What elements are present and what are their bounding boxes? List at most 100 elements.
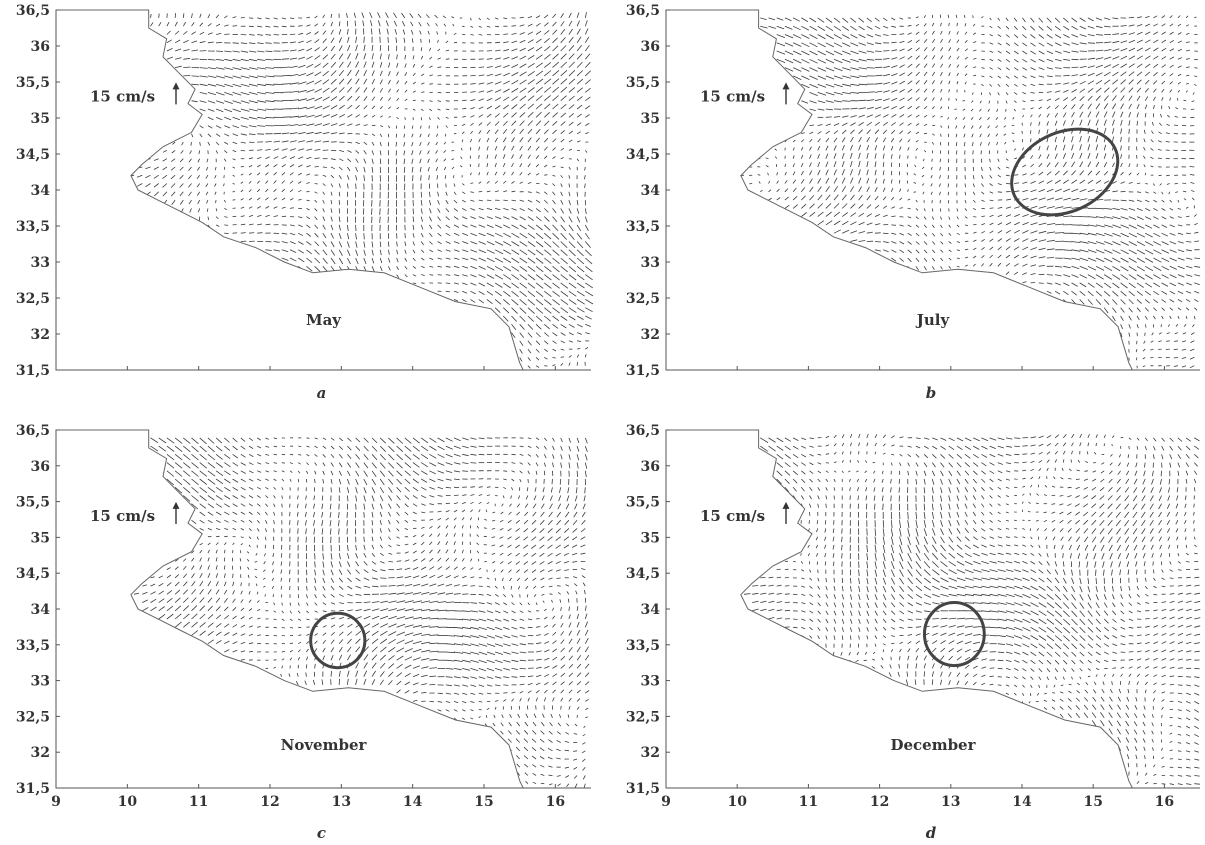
flow-arrow bbox=[248, 165, 253, 168]
flow-arrow bbox=[841, 152, 845, 159]
flow-arrow bbox=[1022, 67, 1028, 71]
flow-arrow bbox=[568, 257, 576, 265]
flow-arrow bbox=[1120, 40, 1128, 44]
flow-arrow bbox=[174, 621, 182, 628]
flow-arrow bbox=[404, 495, 410, 500]
flow-arrow bbox=[445, 486, 452, 489]
flow-arrow bbox=[972, 199, 976, 203]
flow-arrow bbox=[1186, 249, 1192, 252]
flow-arrow bbox=[1013, 75, 1019, 79]
flow-arrow bbox=[511, 224, 519, 230]
flow-arrow bbox=[420, 470, 428, 475]
flow-arrow bbox=[989, 222, 994, 226]
flow-arrow bbox=[248, 116, 258, 120]
flow-arrow bbox=[866, 144, 870, 151]
flow-arrow bbox=[1030, 205, 1038, 209]
flow-arrow bbox=[931, 208, 934, 212]
flow-arrow bbox=[1079, 170, 1085, 176]
flow-arrow bbox=[462, 659, 471, 663]
flow-arrow bbox=[363, 437, 369, 443]
flow-arrow bbox=[915, 55, 920, 60]
flow-arrow bbox=[833, 83, 843, 88]
flow-arrow bbox=[850, 115, 857, 118]
flow-arrow bbox=[429, 462, 437, 467]
flow-arrow bbox=[462, 445, 469, 449]
flow-arrow bbox=[170, 166, 176, 171]
flow-arrow bbox=[584, 232, 590, 240]
flow-arrow bbox=[1030, 75, 1036, 79]
flow-arrow bbox=[1063, 25, 1070, 31]
flow-arrow bbox=[923, 63, 928, 68]
flow-arrow bbox=[402, 29, 406, 35]
flow-arrow bbox=[550, 713, 553, 718]
flow-arrow bbox=[1063, 89, 1069, 93]
flow-arrow bbox=[305, 528, 307, 535]
flow-arrow bbox=[964, 208, 968, 212]
flow-arrow bbox=[1038, 75, 1045, 78]
flow-arrow bbox=[495, 57, 501, 60]
month-title: July bbox=[915, 311, 951, 329]
flow-arrow bbox=[453, 453, 461, 457]
flow-arrow bbox=[1022, 164, 1027, 168]
flow-arrow bbox=[470, 602, 478, 604]
flow-arrow bbox=[421, 91, 425, 93]
flow-arrow bbox=[338, 631, 344, 636]
flow-arrow bbox=[519, 683, 525, 686]
flow-arrow bbox=[314, 640, 318, 644]
flow-arrow bbox=[363, 36, 365, 43]
flow-arrow bbox=[552, 103, 559, 110]
flow-arrow bbox=[478, 659, 487, 664]
flow-arrow bbox=[347, 69, 352, 77]
flow-arrow bbox=[313, 503, 315, 509]
flow-arrow bbox=[199, 100, 207, 103]
flow-arrow bbox=[183, 558, 187, 562]
flow-arrow bbox=[166, 582, 172, 587]
flow-arrow bbox=[923, 15, 926, 19]
flow-arrow bbox=[429, 216, 432, 222]
flow-arrow bbox=[199, 125, 204, 129]
flow-arrow bbox=[322, 445, 327, 449]
flow-arrow bbox=[519, 643, 526, 646]
flow-arrow bbox=[989, 191, 994, 194]
flow-arrow bbox=[915, 139, 919, 143]
flow-arrow bbox=[1136, 104, 1140, 110]
flow-arrow bbox=[989, 214, 994, 217]
flow-arrow bbox=[576, 78, 584, 85]
flow-arrow bbox=[240, 223, 246, 226]
flow-arrow bbox=[298, 232, 304, 237]
flow-arrow bbox=[470, 34, 474, 36]
flow-arrow bbox=[495, 25, 500, 28]
flow-arrow bbox=[539, 552, 545, 557]
flow-arrow bbox=[940, 55, 944, 60]
flow-arrow bbox=[899, 249, 905, 254]
flow-arrow bbox=[371, 470, 377, 477]
flow-arrow bbox=[1136, 55, 1143, 60]
flow-arrow bbox=[511, 25, 517, 27]
flow-arrow bbox=[322, 241, 327, 247]
flow-arrow bbox=[396, 680, 402, 686]
flow-arrow bbox=[1128, 172, 1132, 176]
flow-arrow bbox=[1079, 299, 1085, 305]
flow-arrow bbox=[1038, 163, 1043, 168]
flow-arrow bbox=[825, 25, 834, 32]
flow-arrow bbox=[576, 354, 580, 358]
flow-arrow bbox=[535, 689, 540, 694]
flow-arrow bbox=[527, 324, 534, 330]
flow-arrow bbox=[1169, 48, 1175, 52]
flow-arrow bbox=[882, 187, 886, 192]
flow-arrow bbox=[1144, 104, 1148, 110]
flow-arrow bbox=[947, 166, 950, 171]
flow-arrow bbox=[429, 650, 439, 653]
flow-arrow bbox=[199, 557, 202, 562]
flow-arrow bbox=[404, 63, 407, 68]
flow-arrow bbox=[907, 97, 913, 102]
flow-arrow bbox=[396, 71, 399, 77]
flow-arrow bbox=[420, 224, 424, 230]
flow-arrow bbox=[470, 241, 478, 245]
flow-arrow bbox=[519, 71, 527, 77]
flow-arrow bbox=[1153, 88, 1157, 93]
flow-arrow bbox=[429, 445, 437, 451]
flow-arrow bbox=[183, 49, 190, 52]
flow-arrow bbox=[427, 150, 430, 155]
flow-arrow bbox=[833, 194, 839, 201]
